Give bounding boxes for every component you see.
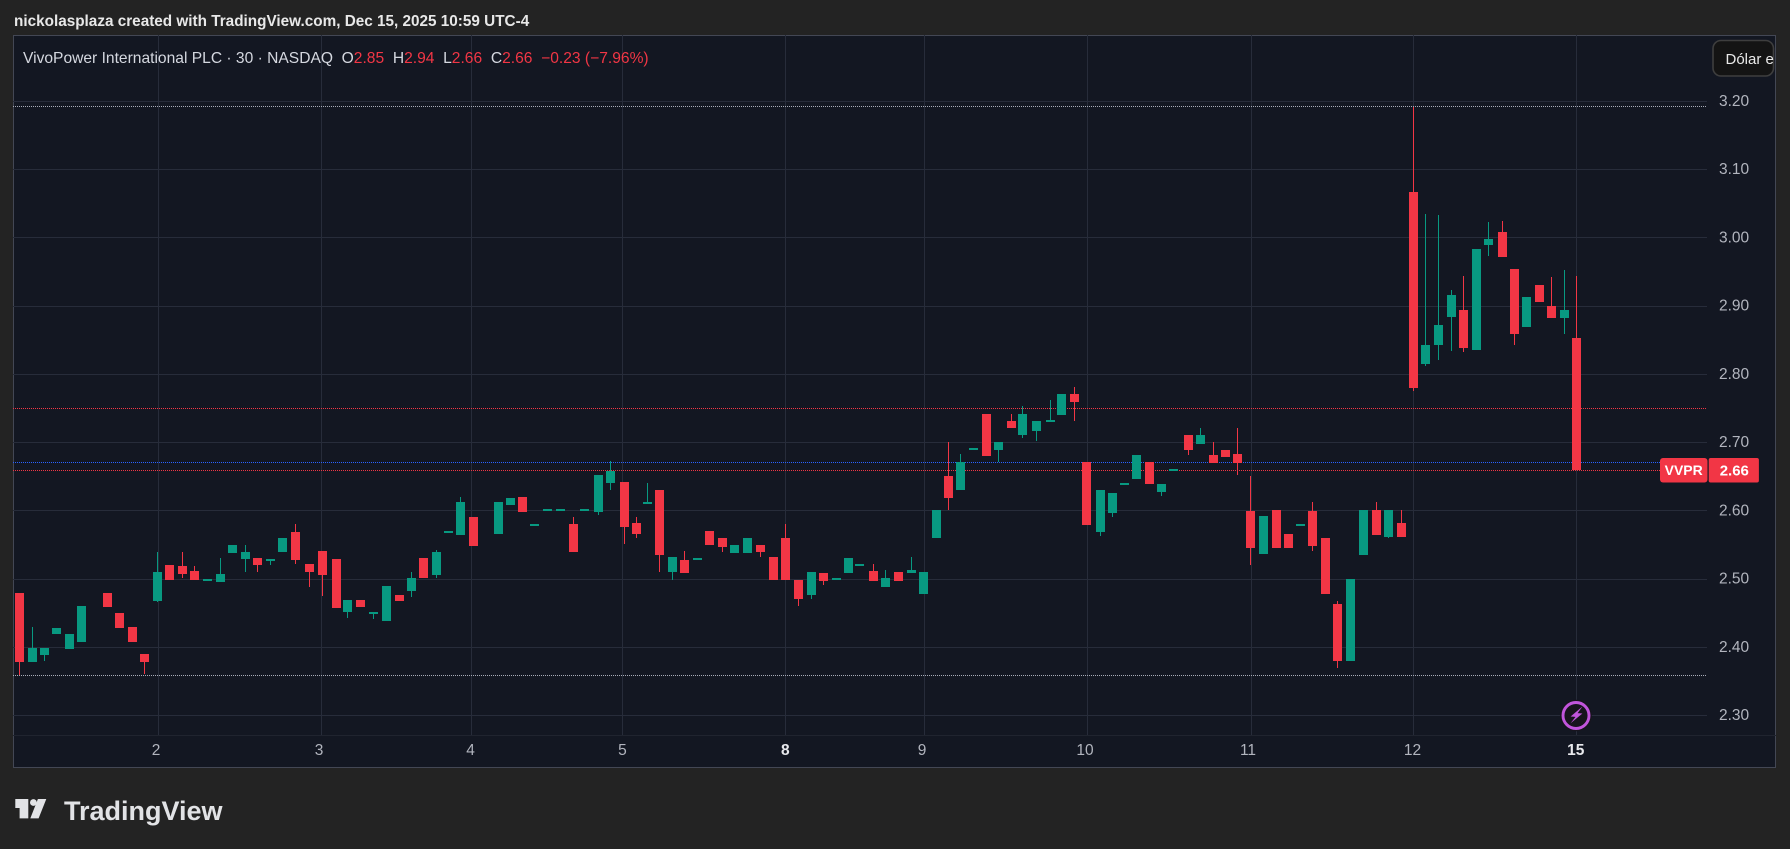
svg-text:2.40: 2.40 [1719,639,1750,656]
svg-text:2.60: 2.60 [1719,502,1750,519]
svg-text:5: 5 [618,742,627,759]
svg-text:2.66: 2.66 [1720,463,1749,480]
svg-text:Dólar e: Dólar e [1726,51,1774,68]
svg-text:9: 9 [918,742,927,759]
svg-text:2.30: 2.30 [1719,707,1750,724]
svg-text:3.00: 3.00 [1719,229,1750,246]
svg-text:8: 8 [781,742,790,759]
svg-text:VVPR: VVPR [1665,462,1703,478]
svg-text:10: 10 [1076,742,1094,759]
svg-text:11: 11 [1240,742,1256,759]
svg-text:3.20: 3.20 [1719,93,1750,110]
svg-text:2.50: 2.50 [1719,571,1750,588]
svg-text:2.80: 2.80 [1719,366,1750,383]
svg-text:TradingView: TradingView [64,796,224,826]
svg-text:12: 12 [1404,742,1421,759]
svg-text:3.10: 3.10 [1719,161,1750,178]
svg-text:VivoPower International PLC ·: VivoPower International PLC · 30 · NASDA… [23,50,649,67]
svg-text:2: 2 [152,742,161,759]
svg-text:15: 15 [1567,742,1585,759]
svg-text:2.90: 2.90 [1719,298,1750,315]
svg-text:3: 3 [315,742,324,759]
svg-text:4: 4 [466,742,475,759]
svg-text:2.70: 2.70 [1719,434,1750,451]
svg-text:nickolasplaza created with Tra: nickolasplaza created with TradingView.c… [14,13,530,30]
